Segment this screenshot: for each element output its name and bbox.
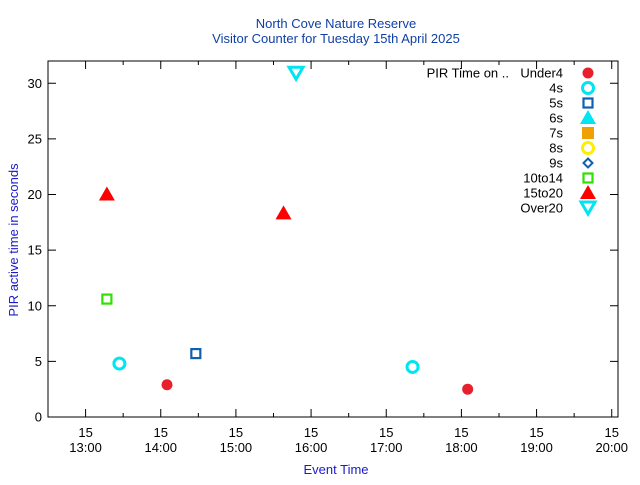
legend-entry-label: Under4: [520, 66, 563, 81]
plot-area-frame: [47, 60, 619, 418]
data-points: [98, 65, 474, 395]
y-tick-label: 5: [35, 354, 42, 369]
legend-marker-4s: [581, 81, 595, 95]
x-tick-time-label: 18:00: [445, 440, 478, 455]
legend-marker-15to20: [580, 185, 596, 199]
data-point-under4: [161, 379, 173, 391]
legend-entry-label: 15to20: [523, 186, 563, 201]
data-point-4s: [405, 359, 420, 374]
legend-entry-label: 7s: [549, 126, 563, 141]
legend-title: PIR Time on ..: [427, 66, 509, 81]
legend-marker-5s: [582, 97, 594, 109]
x-tick-day-label: 15: [154, 425, 168, 440]
x-tick-day-label: 15: [529, 425, 543, 440]
x-axis-label: Event Time: [303, 462, 368, 477]
x-tick-time-label: 14:00: [144, 440, 177, 455]
y-tick-label: 20: [28, 187, 42, 202]
x-tick-day-label: 15: [304, 425, 318, 440]
y-tick-label: 10: [28, 298, 42, 313]
x-tick-time-label: 19:00: [520, 440, 553, 455]
x-tick-day-label: 15: [229, 425, 243, 440]
data-point-over20: [286, 65, 306, 83]
x-tick-time-label: 16:00: [295, 440, 328, 455]
legend-marker-10to14: [582, 172, 594, 184]
x-tick-day-label: 15: [454, 425, 468, 440]
x-tick-day-label: 15: [379, 425, 393, 440]
legend-marker-9s: [582, 157, 594, 169]
y-axis-label: PIR active time in seconds: [6, 163, 21, 317]
legend-entry-label: 8s: [549, 141, 563, 156]
legend-marker-6s: [580, 110, 596, 124]
y-axis-ticks: 0 5 10 15 20 25 30: [28, 76, 618, 425]
chart-subtitle: Visitor Counter for Tuesday 15th April 2…: [212, 31, 460, 46]
data-point-10to14: [101, 293, 113, 305]
chart-title: North Cove Nature Reserve: [256, 16, 416, 31]
legend-entry-label: 6s: [549, 111, 563, 126]
legend-entry-label: Over20: [520, 201, 563, 216]
legend-marker-7s: [582, 127, 594, 139]
data-point-4s: [112, 356, 127, 371]
data-point-15to20: [98, 186, 115, 201]
x-tick-time-label: 15:00: [220, 440, 253, 455]
x-tick-day-label: 15: [78, 425, 92, 440]
y-tick-label: 0: [35, 410, 42, 425]
data-point-5s: [190, 347, 202, 360]
x-tick-time-label: 17:00: [370, 440, 403, 455]
x-tick-time-label: 20:00: [595, 440, 628, 455]
legend-marker-under4: [582, 67, 594, 79]
x-tick-day-label: 15: [605, 425, 619, 440]
x-tick-time-label: 13:00: [69, 440, 102, 455]
legend-entry-label: 10to14: [523, 171, 563, 186]
data-point-under4: [462, 383, 474, 395]
legend-entry-label: 4s: [549, 81, 563, 96]
y-tick-label: 30: [28, 76, 42, 91]
y-tick-label: 15: [28, 243, 42, 258]
legend-entry-label: 5s: [549, 96, 563, 111]
legend-entry-label: 9s: [549, 156, 563, 171]
y-tick-label: 25: [28, 131, 42, 146]
data-point-15to20: [275, 205, 292, 220]
legend-marker-over20: [578, 200, 598, 217]
legend-marker-8s: [581, 141, 595, 155]
x-axis-ticks: 1513:001514:001515:001516:001517:001518:…: [47, 61, 628, 455]
